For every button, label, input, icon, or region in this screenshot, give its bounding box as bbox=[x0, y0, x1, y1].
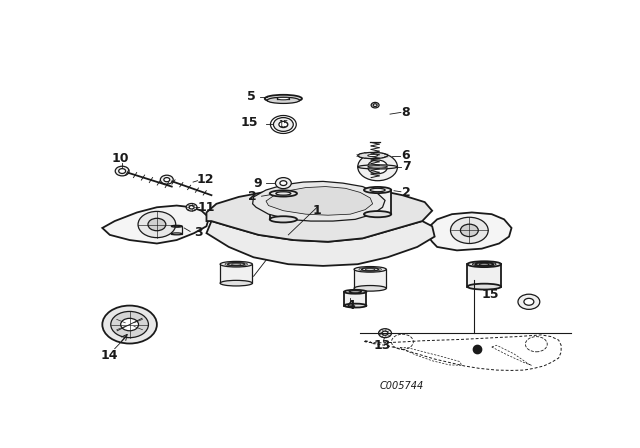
Ellipse shape bbox=[220, 280, 252, 286]
Ellipse shape bbox=[467, 284, 501, 289]
Circle shape bbox=[367, 160, 388, 174]
Ellipse shape bbox=[172, 233, 182, 235]
Text: 2: 2 bbox=[248, 190, 257, 203]
Text: 15: 15 bbox=[482, 288, 499, 301]
Text: 12: 12 bbox=[196, 173, 214, 186]
Bar bbox=[172, 226, 182, 234]
Circle shape bbox=[273, 117, 293, 131]
Ellipse shape bbox=[354, 267, 387, 272]
Text: 7: 7 bbox=[402, 160, 411, 173]
Circle shape bbox=[138, 211, 176, 237]
Circle shape bbox=[460, 224, 478, 237]
Text: 15: 15 bbox=[240, 116, 257, 129]
Circle shape bbox=[275, 177, 291, 189]
Ellipse shape bbox=[367, 155, 378, 156]
Circle shape bbox=[451, 217, 488, 244]
Circle shape bbox=[279, 121, 288, 128]
Text: 2: 2 bbox=[402, 186, 411, 199]
Text: 11: 11 bbox=[198, 201, 215, 214]
Circle shape bbox=[373, 104, 377, 107]
Circle shape bbox=[115, 166, 129, 176]
Polygon shape bbox=[253, 181, 385, 221]
Circle shape bbox=[111, 311, 148, 338]
Circle shape bbox=[121, 319, 138, 331]
Text: 8: 8 bbox=[401, 106, 410, 119]
Bar bbox=[269, 194, 297, 220]
Ellipse shape bbox=[220, 261, 252, 267]
Text: 9: 9 bbox=[253, 177, 262, 190]
Circle shape bbox=[118, 168, 125, 173]
Text: 3: 3 bbox=[194, 226, 202, 239]
Bar bbox=[220, 264, 252, 283]
Ellipse shape bbox=[265, 95, 302, 103]
Circle shape bbox=[161, 175, 173, 184]
Polygon shape bbox=[207, 221, 435, 266]
Polygon shape bbox=[428, 212, 511, 250]
Ellipse shape bbox=[268, 97, 300, 103]
Ellipse shape bbox=[358, 152, 388, 159]
Bar bbox=[364, 190, 391, 214]
Text: 15: 15 bbox=[278, 120, 289, 129]
Bar bbox=[344, 292, 367, 306]
Ellipse shape bbox=[344, 290, 367, 294]
Ellipse shape bbox=[364, 187, 391, 193]
Circle shape bbox=[371, 103, 379, 108]
Text: 10: 10 bbox=[112, 152, 129, 165]
Text: C005744: C005744 bbox=[380, 381, 424, 391]
Ellipse shape bbox=[344, 304, 367, 307]
Text: 6: 6 bbox=[401, 149, 410, 162]
Text: 1: 1 bbox=[313, 204, 321, 217]
Bar bbox=[354, 269, 387, 289]
Ellipse shape bbox=[277, 97, 289, 100]
Text: 14: 14 bbox=[101, 349, 118, 362]
Ellipse shape bbox=[354, 285, 387, 291]
Ellipse shape bbox=[367, 166, 388, 168]
Ellipse shape bbox=[269, 216, 297, 223]
Text: 13: 13 bbox=[373, 339, 391, 352]
Circle shape bbox=[280, 181, 287, 185]
Ellipse shape bbox=[358, 165, 397, 169]
Circle shape bbox=[186, 203, 197, 211]
Circle shape bbox=[189, 206, 194, 209]
Circle shape bbox=[524, 298, 534, 305]
Polygon shape bbox=[102, 206, 209, 244]
Text: 5: 5 bbox=[247, 90, 256, 103]
Ellipse shape bbox=[269, 190, 297, 197]
Ellipse shape bbox=[172, 225, 182, 227]
Circle shape bbox=[148, 218, 166, 231]
Bar bbox=[467, 264, 501, 287]
Circle shape bbox=[382, 331, 388, 335]
Circle shape bbox=[164, 177, 170, 182]
Text: 4: 4 bbox=[346, 299, 355, 312]
Ellipse shape bbox=[467, 261, 501, 267]
Circle shape bbox=[518, 294, 540, 310]
Ellipse shape bbox=[364, 211, 391, 217]
Polygon shape bbox=[266, 186, 372, 215]
Circle shape bbox=[358, 153, 397, 181]
Polygon shape bbox=[207, 186, 432, 242]
Circle shape bbox=[102, 306, 157, 344]
Circle shape bbox=[379, 329, 392, 338]
